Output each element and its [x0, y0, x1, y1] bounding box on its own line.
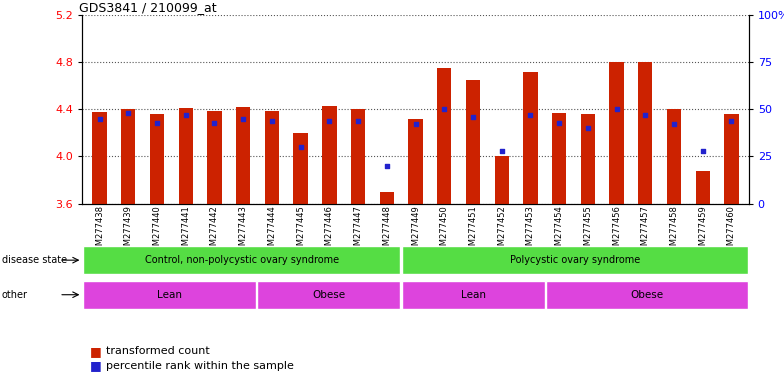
Text: Obese: Obese — [631, 290, 664, 300]
Point — [180, 112, 192, 118]
Point — [438, 106, 451, 113]
Text: ■: ■ — [90, 359, 102, 372]
Bar — [83, 247, 401, 274]
Bar — [401, 281, 546, 309]
Bar — [523, 72, 538, 204]
Bar — [150, 114, 164, 204]
Bar — [121, 109, 136, 204]
Point — [409, 121, 422, 127]
Point — [696, 148, 709, 154]
Point — [323, 118, 336, 124]
Point — [122, 110, 135, 116]
Bar — [236, 107, 250, 204]
Bar — [609, 63, 624, 204]
Bar — [293, 133, 308, 204]
Bar — [401, 247, 748, 274]
Point — [93, 116, 106, 122]
Bar — [724, 114, 739, 204]
Bar — [265, 111, 279, 204]
Text: other: other — [2, 290, 27, 300]
Point — [553, 119, 565, 126]
Text: Control, non-polycystic ovary syndrome: Control, non-polycystic ovary syndrome — [144, 255, 339, 265]
Bar — [667, 109, 681, 204]
Bar — [638, 63, 652, 204]
Bar — [695, 170, 710, 204]
Bar — [256, 281, 401, 309]
Bar — [379, 192, 394, 204]
Point — [668, 121, 681, 127]
Bar — [322, 106, 336, 204]
Point — [495, 148, 508, 154]
Point — [266, 118, 278, 124]
Point — [380, 163, 393, 169]
Bar — [207, 111, 222, 204]
Text: transformed count: transformed count — [106, 346, 209, 356]
Bar — [437, 68, 452, 204]
Bar — [495, 157, 509, 204]
Text: ■: ■ — [90, 345, 102, 358]
Point — [352, 118, 365, 124]
Text: Polycystic ovary syndrome: Polycystic ovary syndrome — [510, 255, 640, 265]
Point — [209, 119, 221, 126]
Text: Lean: Lean — [461, 290, 486, 300]
Text: Obese: Obese — [312, 290, 345, 300]
Bar — [581, 114, 595, 204]
Bar — [546, 281, 748, 309]
Point — [237, 116, 249, 122]
Bar — [83, 281, 256, 309]
Text: Lean: Lean — [157, 290, 182, 300]
Point — [294, 144, 307, 150]
Point — [610, 106, 622, 113]
Point — [725, 118, 738, 124]
Text: disease state: disease state — [2, 255, 67, 265]
Point — [466, 114, 479, 120]
Point — [639, 112, 652, 118]
Bar — [552, 113, 566, 204]
Bar — [351, 109, 365, 204]
Bar — [408, 119, 423, 204]
Point — [151, 119, 163, 126]
Bar — [93, 112, 107, 204]
Point — [582, 125, 594, 131]
Bar — [466, 80, 480, 204]
Point — [524, 112, 537, 118]
Text: GDS3841 / 210099_at: GDS3841 / 210099_at — [79, 1, 216, 14]
Bar — [179, 108, 193, 204]
Text: percentile rank within the sample: percentile rank within the sample — [106, 361, 294, 371]
